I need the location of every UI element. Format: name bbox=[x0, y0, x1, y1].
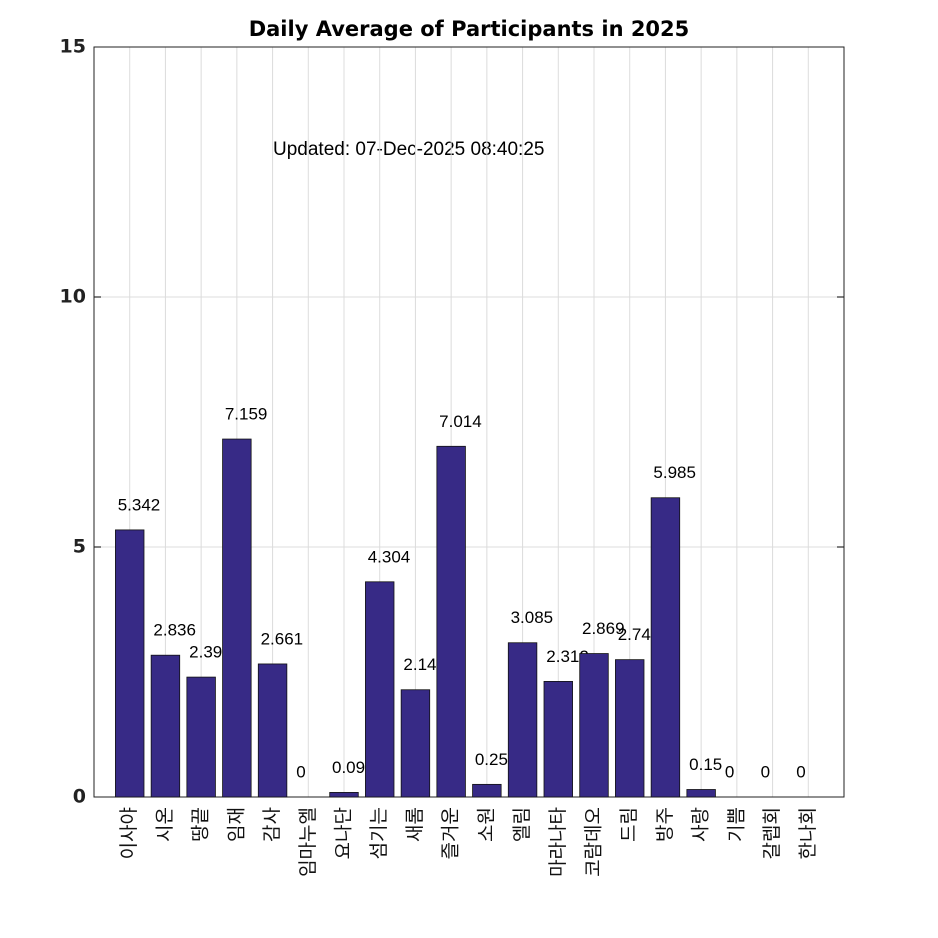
value-label: 2.661 bbox=[261, 629, 304, 648]
value-label: 3.085 bbox=[511, 608, 554, 627]
x-tick-label: 방주 bbox=[654, 807, 676, 842]
y-tick-label: 10 bbox=[60, 286, 86, 308]
bar bbox=[615, 659, 645, 798]
value-label: 7.014 bbox=[439, 412, 482, 431]
x-tick-label: 새롬 bbox=[404, 807, 426, 842]
x-tick-label: 드림 bbox=[618, 807, 640, 842]
x-tick-label: 즐거운 bbox=[440, 807, 462, 859]
x-tick-label: 요나단 bbox=[333, 807, 355, 859]
bar bbox=[507, 642, 538, 798]
value-label: 2.869 bbox=[582, 619, 625, 638]
value-label: 7.159 bbox=[225, 405, 268, 424]
x-tick-label: 기쁨 bbox=[725, 807, 747, 842]
bar bbox=[436, 445, 466, 798]
value-label: 0 bbox=[761, 762, 770, 781]
value-label: 0 bbox=[296, 762, 305, 781]
bar bbox=[400, 689, 431, 798]
bar bbox=[686, 789, 716, 798]
value-label: 2.747 bbox=[618, 625, 661, 644]
value-label: 5.985 bbox=[653, 463, 696, 482]
bar bbox=[186, 676, 216, 798]
bar bbox=[579, 653, 609, 798]
value-label: 4.304 bbox=[368, 547, 411, 566]
plot-frame bbox=[93, 46, 845, 798]
x-tick-label: 코람데오 bbox=[583, 807, 605, 877]
x-tick-label: 땅끝 bbox=[190, 807, 212, 842]
chart-title: Daily Average of Participants in 2025 bbox=[249, 17, 690, 41]
x-tick-label: 감사 bbox=[261, 807, 283, 842]
bar bbox=[650, 497, 681, 798]
value-label: 0 bbox=[725, 762, 734, 781]
bar bbox=[543, 681, 573, 798]
bar bbox=[150, 654, 181, 798]
bar bbox=[329, 792, 359, 798]
bar bbox=[222, 438, 252, 798]
bar bbox=[257, 663, 288, 798]
y-tick-label: 0 bbox=[73, 786, 86, 808]
x-tick-label: 시온 bbox=[154, 807, 176, 842]
x-tick-label: 한나회 bbox=[797, 807, 819, 859]
bar bbox=[472, 783, 502, 798]
x-tick-label: 섬기는 bbox=[368, 807, 390, 859]
bar bbox=[115, 529, 145, 798]
x-tick-label: 임마누엘 bbox=[297, 807, 319, 877]
value-label: 5.342 bbox=[118, 495, 161, 514]
x-tick-label: 임재 bbox=[225, 807, 247, 842]
value-label: 2.398 bbox=[189, 643, 232, 662]
x-tick-label: 사랑 bbox=[690, 807, 712, 842]
value-label: 0.15 bbox=[689, 755, 722, 774]
x-tick-label: 소원 bbox=[475, 807, 497, 842]
value-label: 0 bbox=[796, 762, 805, 781]
bar bbox=[365, 581, 395, 798]
x-tick-label: 이사야 bbox=[118, 807, 140, 859]
value-label: 2.836 bbox=[153, 621, 196, 640]
x-tick-label: 엘림 bbox=[511, 807, 533, 842]
value-label: 2.145 bbox=[403, 655, 446, 674]
x-tick-label: 갈렙회 bbox=[761, 807, 783, 859]
y-tick-label: 5 bbox=[73, 536, 86, 558]
x-tick-label: 마라나타 bbox=[547, 807, 569, 877]
annotation: Updated: 07-Dec-2025 08:40:25 bbox=[273, 139, 544, 160]
y-tick-label: 15 bbox=[60, 36, 86, 58]
value-label: 2.312 bbox=[546, 647, 589, 666]
